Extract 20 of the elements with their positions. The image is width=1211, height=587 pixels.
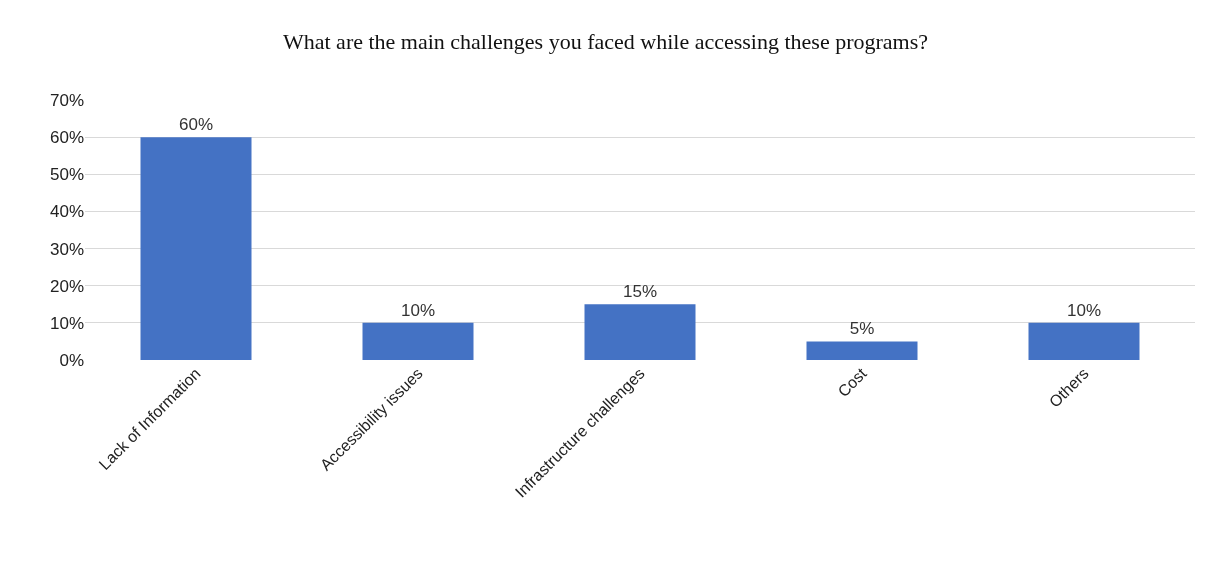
y-tick-label: 0% — [59, 350, 84, 370]
y-tick-label: 70% — [49, 90, 84, 110]
y-tick-label: 30% — [49, 239, 84, 259]
bar — [140, 137, 252, 360]
x-tick-label: Cost — [834, 364, 871, 401]
bar — [362, 322, 474, 360]
chart-title: What are the main challenges you faced while accessing these programs? — [282, 28, 929, 54]
data-label: 5% — [849, 319, 875, 339]
y-tick-label: 20% — [49, 276, 84, 296]
bar — [1028, 322, 1140, 360]
y-tick-label: 50% — [49, 165, 84, 185]
data-label: 10% — [1066, 300, 1102, 320]
bar — [584, 304, 696, 360]
data-label: 10% — [400, 300, 436, 320]
data-label: 60% — [178, 115, 214, 135]
data-label: 15% — [622, 282, 658, 302]
y-tick-label: 60% — [49, 128, 84, 148]
y-tick-label: 40% — [49, 202, 84, 222]
y-tick-label: 10% — [49, 313, 84, 333]
bar — [806, 341, 918, 360]
